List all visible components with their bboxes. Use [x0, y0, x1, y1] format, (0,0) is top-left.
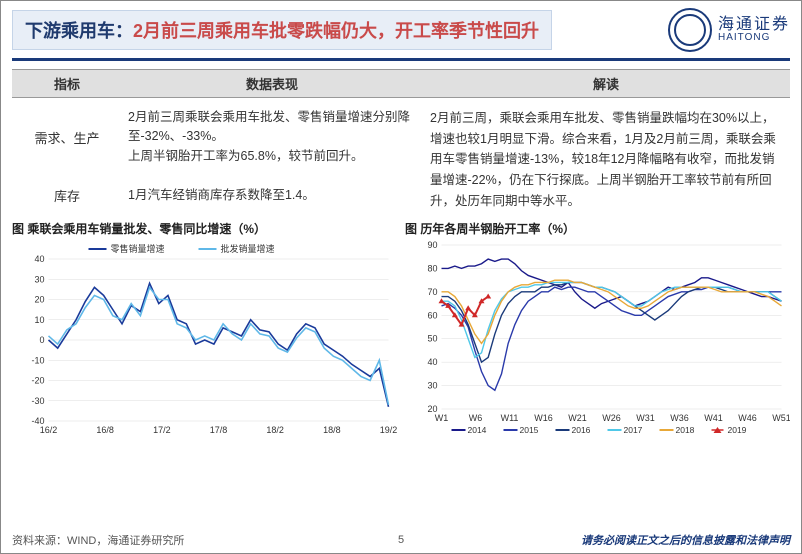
svg-text:2017: 2017	[624, 425, 643, 435]
svg-text:18/2: 18/2	[266, 425, 284, 435]
title-main: 2月前三周乘用车批零跌幅仍大，开工率季节性回升	[133, 21, 539, 41]
svg-text:W46: W46	[738, 413, 757, 423]
svg-text:W26: W26	[602, 413, 621, 423]
svg-text:70: 70	[427, 286, 437, 296]
svg-text:90: 90	[427, 240, 437, 250]
svg-text:19/2: 19/2	[380, 425, 397, 435]
svg-text:-10: -10	[31, 355, 44, 365]
svg-text:-20: -20	[31, 375, 44, 385]
chart2-title: 图 历年各周半钢胎开工率（%）	[405, 220, 790, 237]
table-row: 库存 1月汽车经销商库存系数降至1.4。	[12, 176, 422, 215]
source-text: 资料来源：WIND，海通证券研究所	[12, 532, 184, 548]
svg-text:W16: W16	[534, 413, 553, 423]
chart1-svg: -40-30-20-1001020304016/216/817/217/818/…	[12, 239, 397, 439]
chart-tire-utilization: 图 历年各周半钢胎开工率（%） 2030405060708090W1W6W11W…	[405, 220, 790, 439]
svg-text:17/2: 17/2	[153, 425, 171, 435]
data-table: 指标 数据表现 解读 需求、生产 2月前三周乘联会乘用车批发、零售销量增速分别降…	[12, 69, 790, 216]
col-header-interpretation: 解读	[422, 70, 790, 97]
chart1-title: 图 乘联会乘用车销量批发、零售同比增速（%）	[12, 220, 397, 237]
svg-text:40: 40	[427, 357, 437, 367]
svg-text:2019: 2019	[728, 425, 747, 435]
svg-text:零售销量增速: 零售销量增速	[111, 243, 165, 254]
svg-text:16/8: 16/8	[96, 425, 114, 435]
svg-text:W41: W41	[704, 413, 723, 423]
cell-data: 2月前三周乘联会乘用车批发、零售销量增速分别降至-32%、-33%。 上周半钢胎…	[122, 108, 422, 166]
svg-text:W11: W11	[501, 413, 519, 423]
svg-text:60: 60	[427, 310, 437, 320]
svg-text:0: 0	[39, 335, 44, 345]
title-prefix: 下游乘用车：	[25, 21, 133, 41]
cell-data: 1月汽车经销商库存系数降至1.4。	[122, 186, 422, 205]
title-box: 下游乘用车：2月前三周乘用车批零跌幅仍大，开工率季节性回升	[12, 10, 552, 50]
logo-text-en: HAITONG	[718, 33, 790, 43]
page-number: 5	[398, 534, 404, 546]
svg-text:W31: W31	[636, 413, 655, 423]
col-header-indicator: 指标	[12, 70, 122, 97]
svg-text:20: 20	[34, 294, 44, 304]
chart-sales-growth: 图 乘联会乘用车销量批发、零售同比增速（%） -40-30-20-1001020…	[12, 220, 397, 439]
svg-text:30: 30	[427, 380, 437, 390]
svg-text:50: 50	[427, 333, 437, 343]
logo-text-cn: 海通证券	[718, 17, 790, 33]
svg-text:W36: W36	[670, 413, 689, 423]
svg-text:2016: 2016	[572, 425, 591, 435]
svg-text:2015: 2015	[520, 425, 539, 435]
svg-text:W21: W21	[568, 413, 587, 423]
svg-text:2018: 2018	[676, 425, 695, 435]
col-header-data: 数据表现	[122, 70, 422, 97]
svg-text:10: 10	[34, 314, 44, 324]
svg-text:80: 80	[427, 263, 437, 273]
svg-text:W51: W51	[772, 413, 790, 423]
cell-indicator: 库存	[12, 186, 122, 205]
brand-logo: 海通证券 HAITONG	[668, 8, 790, 52]
cell-indicator: 需求、生产	[12, 108, 122, 166]
header-divider	[12, 58, 790, 61]
svg-text:W6: W6	[469, 413, 483, 423]
svg-text:16/2: 16/2	[40, 425, 58, 435]
svg-text:W1: W1	[435, 413, 449, 423]
page-header: 下游乘用车：2月前三周乘用车批零跌幅仍大，开工率季节性回升 海通证券 HAITO…	[0, 0, 802, 56]
svg-text:18/8: 18/8	[323, 425, 341, 435]
svg-text:40: 40	[34, 254, 44, 264]
disclaimer-text: 请务必阅读正文之后的信息披露和法律声明	[581, 532, 790, 548]
logo-icon	[668, 8, 712, 52]
cell-interpretation: 2月前三周，乘联会乘用车批发、零售销量跌幅均在30%以上，增速也较1月明显下滑。…	[422, 98, 790, 216]
table-row: 需求、生产 2月前三周乘联会乘用车批发、零售销量增速分别降至-32%、-33%。…	[12, 98, 422, 176]
svg-text:30: 30	[34, 274, 44, 284]
svg-text:-30: -30	[31, 395, 44, 405]
chart2-svg: 2030405060708090W1W6W11W16W21W26W31W36W4…	[405, 239, 790, 439]
page-footer: 资料来源：WIND，海通证券研究所 5 请务必阅读正文之后的信息披露和法律声明	[0, 532, 802, 548]
table-header-row: 指标 数据表现 解读	[12, 69, 790, 98]
svg-text:批发销量增速: 批发销量增速	[221, 243, 275, 254]
svg-text:2014: 2014	[468, 425, 487, 435]
svg-text:17/8: 17/8	[210, 425, 228, 435]
